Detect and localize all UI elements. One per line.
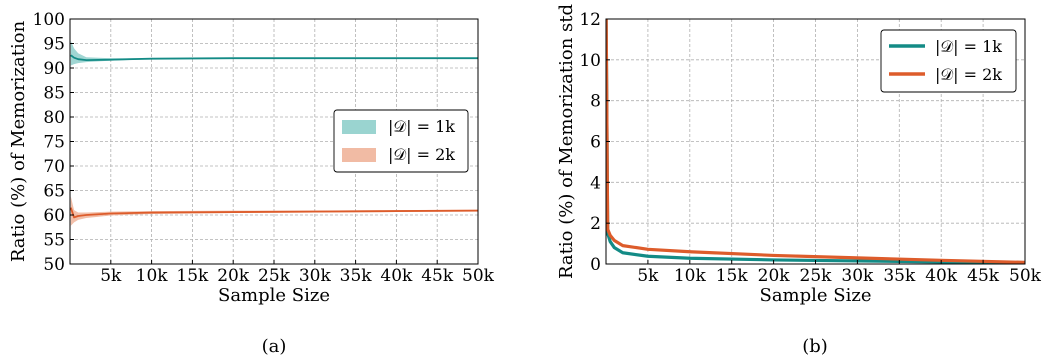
y-tick-label: 100 (33, 10, 65, 30)
legend-label-2: |𝒟| = 2k (935, 65, 1002, 84)
series-line-1 (70, 54, 478, 62)
x-tick-label: 50k (1009, 266, 1042, 286)
x-tick-label: 10k (674, 266, 707, 286)
y-axis-label: Ratio (%) of Memorization std (556, 4, 577, 279)
x-tick-label: 35k (340, 266, 373, 286)
y-tick-label: 4 (590, 173, 601, 193)
x-tick-label: 30k (299, 266, 332, 286)
y-tick-label: 55 (43, 231, 65, 251)
x-axis-label: Sample Size (759, 285, 871, 306)
y-tick-label: 2 (590, 214, 601, 234)
x-tick-label: 20k (217, 266, 250, 286)
y-tick-label: 80 (43, 108, 65, 128)
y-tick-label: 12 (579, 10, 601, 30)
y-tick-label: 95 (43, 35, 65, 55)
x-tick-label: 10k (136, 266, 169, 286)
x-tick-label: 40k (925, 266, 958, 286)
x-tick-label: 40k (380, 266, 413, 286)
series-line-1 (606, 19, 1025, 264)
x-tick-label: 50k (462, 266, 495, 286)
x-tick-label: 45k (421, 266, 454, 286)
chart-1: 5k 10k 15k 20k 25k 30k 35k 40k 45k 50k 50 55 60 65 70 7… (8, 10, 495, 357)
y-tick-label: 65 (43, 182, 65, 202)
series-line-2 (70, 207, 478, 219)
plot-series-group (70, 41, 478, 226)
series-line-2 (606, 19, 1025, 264)
y-tick-label: 0 (590, 255, 601, 275)
legend-swatch-1 (342, 120, 376, 134)
y-tick-label: 50 (43, 255, 65, 275)
x-tick-label: 45k (967, 266, 1000, 286)
y-tick-label: 85 (43, 84, 65, 104)
x-axis-label: Sample Size (218, 285, 330, 306)
panel-caption: (a) (262, 336, 287, 357)
y-axis-label: Ratio (%) of Memorization (8, 20, 29, 262)
x-tick-label: 35k (883, 266, 916, 286)
legend: |𝒟| = 1k |𝒟| = 2k (333, 109, 469, 173)
y-tick-label: 8 (590, 92, 601, 112)
series-band-1 (70, 41, 478, 66)
y-tick-label: 70 (43, 157, 65, 177)
y-tick-label: 6 (590, 133, 601, 153)
x-tick-label: 5k (637, 266, 659, 286)
y-tick-label: 10 (579, 51, 601, 71)
legend-label-2: |𝒟| = 2k (388, 145, 455, 164)
x-tick-label: 25k (258, 266, 291, 286)
legend: |𝒟| = 1k |𝒟| = 2k (880, 29, 1017, 93)
plot-series-group (606, 19, 1025, 264)
x-tick-label: 15k (716, 266, 749, 286)
x-tick-label: 30k (841, 266, 874, 286)
x-tick-label: 15k (176, 266, 209, 286)
y-tick-label: 75 (43, 133, 65, 153)
x-tick-label: 20k (758, 266, 791, 286)
legend-label-1: |𝒟| = 1k (935, 37, 1002, 56)
x-tick-label: 5k (100, 266, 122, 286)
chart-2: 5k 10k 15k 20k 25k 30k 35k 40k 45k 50k 0 2 4 6 8 10 12 Sa… (556, 4, 1042, 357)
y-tick-label: 90 (43, 59, 65, 79)
legend-label-1: |𝒟| = 1k (388, 117, 455, 136)
x-tick-label: 25k (800, 266, 833, 286)
y-tick-label: 60 (43, 206, 65, 226)
legend-swatch-2 (342, 148, 376, 162)
panel-caption: (b) (802, 336, 828, 357)
